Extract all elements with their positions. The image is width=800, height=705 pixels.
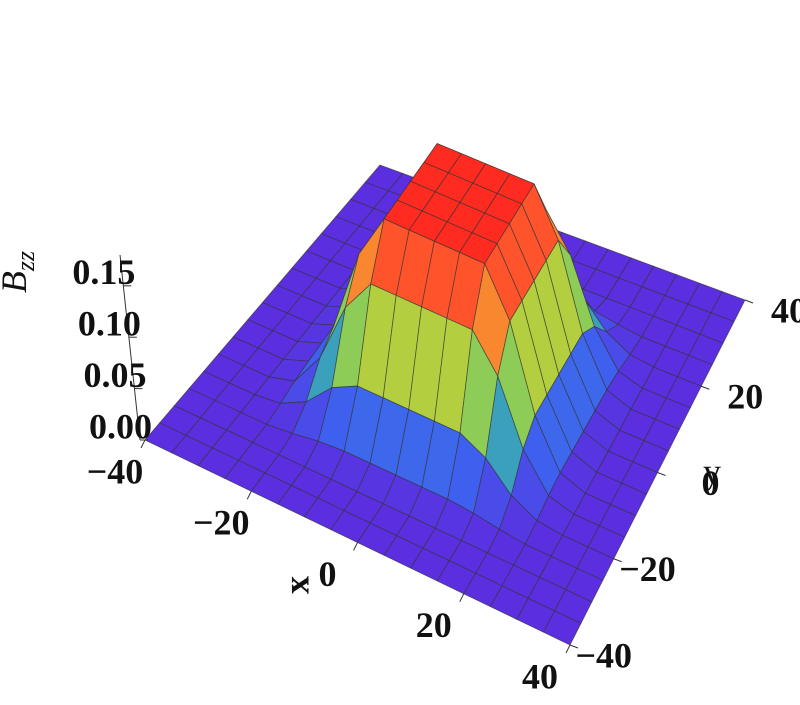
y-tick-label: −20: [619, 549, 676, 589]
z-axis-label: Bzz: [0, 251, 40, 293]
z-tick-label: 0.10: [78, 303, 141, 343]
y-tick: [657, 472, 666, 476]
z-tick-label: 0.00: [89, 406, 152, 446]
surface: [144, 143, 746, 646]
x-tick: [246, 491, 252, 500]
x-tick-label: 40: [522, 656, 558, 696]
y-tick: [744, 299, 754, 304]
x-tick: [565, 644, 571, 654]
x-tick-label: 0: [319, 554, 337, 594]
z-axis-label-main: B: [0, 271, 34, 293]
surface-patch: [543, 610, 582, 646]
y-tick-label: 20: [727, 377, 763, 417]
y-tick-label: 40: [771, 290, 800, 330]
x-tick: [459, 593, 465, 602]
z-tick-label: 0.05: [83, 355, 146, 395]
x-tick-label: 20: [416, 605, 452, 645]
y-axis-label: y: [703, 451, 721, 491]
y-tick: [569, 644, 579, 649]
x-tick: [140, 439, 146, 449]
x-axis-label: x: [276, 576, 316, 594]
y-tick-label: −40: [575, 635, 632, 675]
x-tick-label: −40: [87, 451, 144, 491]
y-tick-label: 0: [702, 463, 720, 503]
x-tick: [353, 542, 358, 551]
axes: −40 −20 0 20 40 −40 −20 0 20 40 0.00 0.05 0.10 0.15: [72, 252, 800, 696]
y-tick: [613, 558, 622, 563]
x-tick-label: −20: [193, 503, 250, 543]
z-tick-label: 0.15: [72, 252, 135, 292]
y-tick: [701, 385, 710, 390]
z-axis-label-sub: zz: [11, 251, 40, 272]
